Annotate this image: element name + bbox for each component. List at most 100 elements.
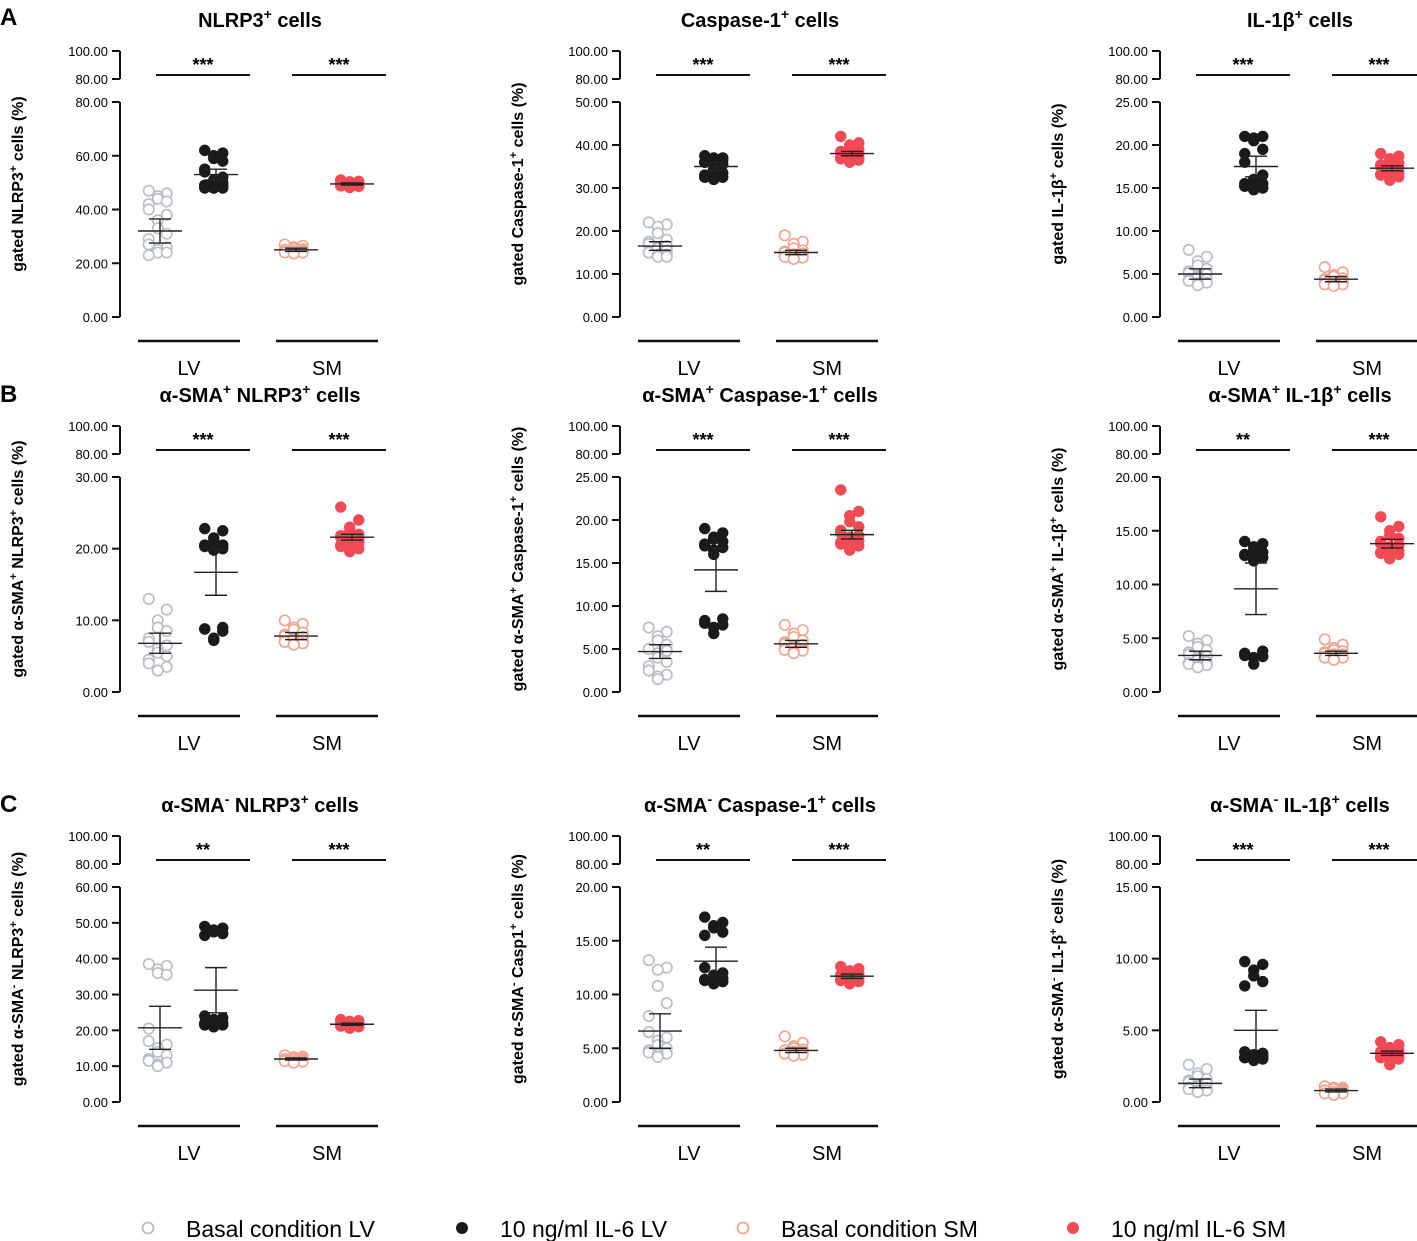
- data-point: [217, 927, 229, 940]
- y-tick-label: 0.00: [1123, 1095, 1148, 1110]
- group-label: LV: [1218, 1143, 1242, 1165]
- text-part: gated α-SMA: [10, 988, 27, 1086]
- y-tick-label: 15.00: [575, 934, 608, 949]
- y-tick-label: 20.00: [575, 224, 608, 239]
- data-point: [217, 155, 229, 167]
- superscript: +: [1332, 791, 1340, 807]
- y-tick-label: 5.00: [1123, 631, 1148, 646]
- y-tick-label: 0.00: [83, 1095, 108, 1110]
- text-part: gated α-SMA: [510, 986, 527, 1084]
- data-point: [1248, 970, 1260, 982]
- data-point: [1239, 955, 1251, 968]
- y-tick-label: 80.00: [75, 447, 108, 462]
- superscript: +: [508, 923, 520, 930]
- y-tick-label: 10.00: [1115, 952, 1148, 967]
- data-point: [1182, 630, 1195, 643]
- y-tick-label: 5.00: [1123, 1023, 1148, 1038]
- data-point: [835, 538, 847, 550]
- y-axis-label: gated Caspase-1+ cells (%): [508, 82, 527, 285]
- y-tick-label: 100.00: [68, 44, 108, 59]
- data-point: [1182, 1058, 1195, 1071]
- text-part: α-SMA: [1210, 795, 1273, 817]
- text-part: gated α-SMA: [510, 593, 527, 691]
- data-point: [1375, 147, 1387, 160]
- group-label: SM: [312, 1143, 342, 1165]
- data-point: [208, 544, 220, 556]
- group-label: SM: [812, 358, 842, 380]
- superscript: -: [1048, 977, 1060, 981]
- group-label: LV: [678, 1143, 702, 1165]
- legend-marker: [736, 1221, 750, 1235]
- data-point: [160, 246, 173, 259]
- superscript: +: [8, 921, 20, 928]
- data-point: [1393, 520, 1405, 533]
- y-tick-label: 0.00: [583, 310, 608, 325]
- chart-title: α-SMA- Caspase-1+ cells: [644, 791, 876, 817]
- data-point: [287, 638, 300, 651]
- data-point: [1248, 184, 1260, 196]
- chart-title: NLRP3+ cells: [198, 6, 322, 32]
- y-tick-label: 15.00: [575, 556, 608, 571]
- y-tick-label: 25.00: [1115, 95, 1148, 110]
- significance-label: ***: [192, 55, 213, 75]
- superscript: +: [819, 381, 827, 397]
- text-part: cells: [1303, 10, 1353, 32]
- data-point: [199, 522, 211, 535]
- y-tick-label: 40.00: [75, 203, 108, 218]
- data-point: [1257, 143, 1269, 156]
- data-point: [142, 958, 155, 971]
- group-label: LV: [178, 733, 202, 755]
- chart-title: α-SMA- NLRP3+ cells: [161, 791, 358, 817]
- data-point: [708, 548, 720, 561]
- group-label: SM: [1352, 358, 1382, 380]
- y-tick-label: 100.00: [568, 829, 608, 844]
- significance-label: ***: [1368, 840, 1389, 860]
- superscript: +: [1333, 381, 1341, 397]
- y-tick-label: 20.00: [75, 1023, 108, 1038]
- y-tick-label: 80.00: [1115, 857, 1148, 872]
- text-part: Caspase-1: [510, 502, 527, 587]
- y-tick-label: 10.00: [75, 1059, 108, 1074]
- y-tick-label: 10.00: [575, 599, 608, 614]
- chart-title: α-SMA+ IL-1β+ cells: [1208, 381, 1391, 407]
- superscript: -: [8, 984, 20, 988]
- data-point: [160, 227, 173, 240]
- y-tick-label: 20.00: [575, 880, 608, 895]
- legend-label: Basal condition LV: [186, 1216, 375, 1241]
- text-part: Caspase-1: [681, 10, 781, 32]
- text-part: cells: [1340, 795, 1390, 817]
- group-label: LV: [1218, 733, 1242, 755]
- data-point: [160, 603, 173, 616]
- y-tick-label: 20.00: [1115, 470, 1148, 485]
- y-axis-label: gated α-SMA+ NLRP3+ cells (%): [8, 440, 27, 677]
- y-tick-label: 80.00: [75, 72, 108, 87]
- y-tick-label: 40.00: [575, 138, 608, 153]
- superscript: +: [818, 791, 826, 807]
- y-tick-label: 0.00: [583, 685, 608, 700]
- text-part: cells (%): [1050, 103, 1067, 172]
- group-label: LV: [178, 358, 202, 380]
- data-point: [1248, 658, 1260, 670]
- data-point: [199, 144, 211, 157]
- data-point: [699, 617, 711, 629]
- data-point: [844, 516, 856, 528]
- group-label: LV: [178, 1143, 202, 1165]
- group-label: SM: [1352, 733, 1382, 755]
- y-tick-label: 20.00: [1115, 138, 1148, 153]
- chart-title: α-SMA+ Caspase-1+ cells: [642, 381, 877, 407]
- y-tick-label: 50.00: [75, 916, 108, 931]
- text-part: cells: [309, 795, 359, 817]
- group-label: LV: [1218, 358, 1242, 380]
- data-point: [660, 997, 673, 1010]
- panel-letter-a: A: [0, 4, 17, 31]
- data-point: [151, 664, 164, 677]
- group-label: LV: [678, 358, 702, 380]
- data-point: [699, 911, 711, 923]
- text-part: cells (%): [1050, 859, 1067, 928]
- data-point: [651, 227, 664, 240]
